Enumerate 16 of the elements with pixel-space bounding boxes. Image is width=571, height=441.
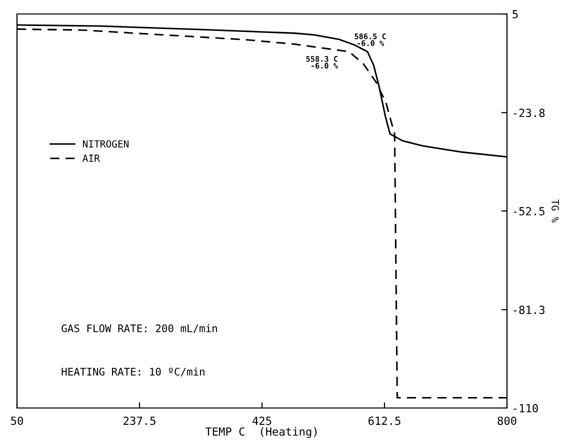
legend-label: NITROGEN bbox=[82, 140, 128, 148]
x-tick-label: 237.5 bbox=[124, 416, 156, 425]
annotation: GAS FLOW RATE: 200 mL/min bbox=[62, 324, 217, 334]
y-tick-label: -52.5 bbox=[514, 207, 544, 216]
x-axis-title: TEMP C (Heating) bbox=[205, 427, 317, 438]
y-tick-label: -23.8 bbox=[514, 108, 545, 118]
annotation: HEATING RATE: 10 ºC/min bbox=[62, 368, 204, 376]
x-tick-label: 800 bbox=[498, 416, 516, 425]
x-tick-label: 612.5 bbox=[368, 416, 400, 425]
y-axis-title: TG % bbox=[552, 200, 559, 223]
y-tick-label: -110 bbox=[514, 404, 538, 412]
y-tick-label: 5 bbox=[512, 10, 518, 18]
y-tick-label: -81.3 bbox=[514, 306, 544, 314]
legend-label: AIR bbox=[82, 154, 100, 162]
x-tick-label: 425 bbox=[252, 416, 272, 425]
x-tick-label: 50 bbox=[11, 416, 23, 425]
